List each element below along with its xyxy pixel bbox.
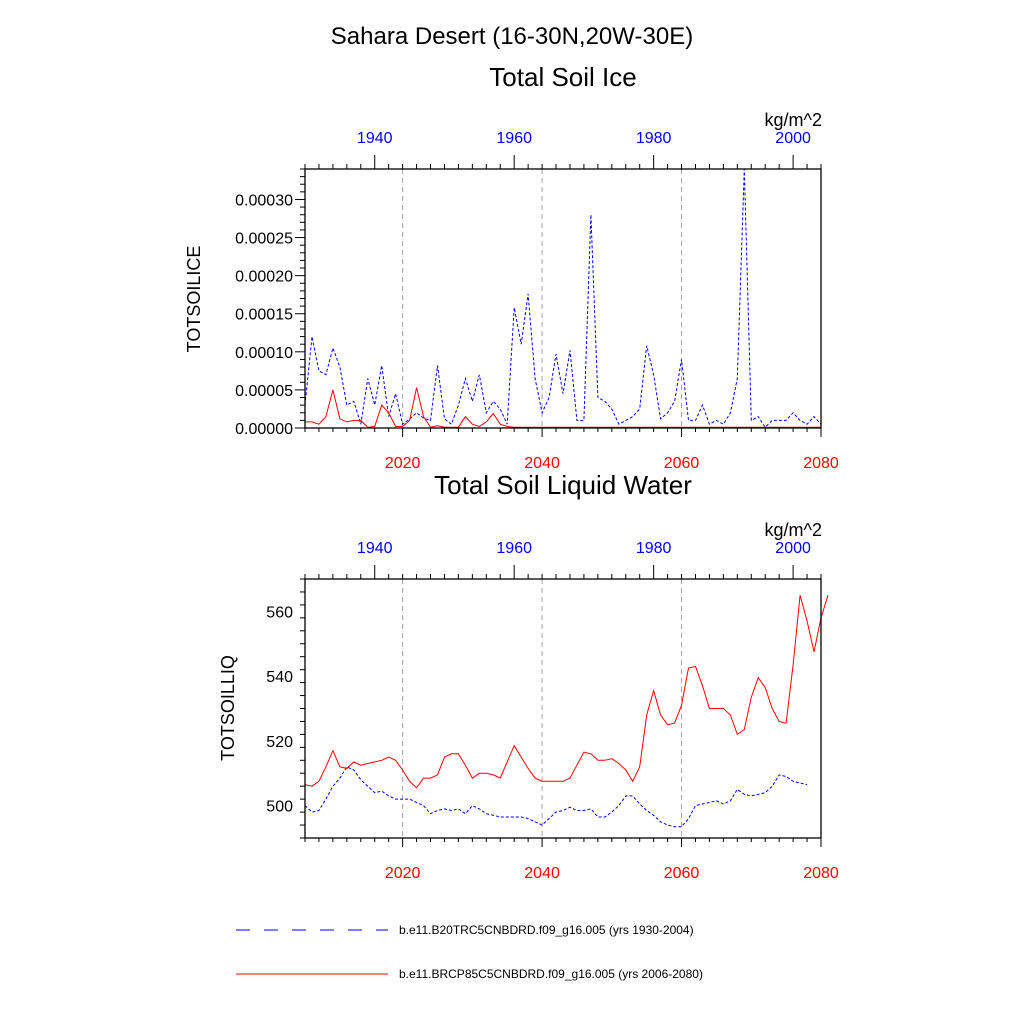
soil-ice-y-tick-label: 0.00030: [235, 192, 293, 209]
soil-ice-y-tick-label: 0.00015: [235, 307, 293, 324]
soil-liquid-top-tick-label: 1980: [636, 540, 672, 557]
soil-ice-panel: Total Soil Ice kg/m^2 TOTSOILICE 2020 204…: [184, 62, 839, 472]
soil-liquid-series-historical: [304, 766, 808, 828]
soil-liquid-bottom-tick-label: 2040: [524, 865, 560, 882]
soil-liquid-bottom-tick-label: 2080: [803, 865, 839, 882]
soil-ice-top-tick-label: 2000: [775, 130, 811, 147]
soil-ice-plot-frame: [304, 168, 822, 429]
soil-ice-bottom-tick-label: 2060: [664, 455, 700, 472]
soil-liquid-y-tick-label: 540: [266, 669, 293, 686]
legend-label-historical: b.e11.B20TRC5CNBDRD.f09_g16.005 (yrs 193…: [399, 923, 694, 937]
soil-ice-ylabel: TOTSOILICE: [184, 246, 204, 353]
soil-ice-y-tick-label: 0.00020: [235, 269, 293, 286]
legend-label-future: b.e11.BRCP85C5CNBDRD.f09_g16.005 (yrs 20…: [399, 967, 703, 981]
soil-ice-y-tick-label: 0.00000: [235, 421, 293, 438]
soil-liquid-top-tick-label: 1960: [496, 540, 532, 557]
soil-ice-bottom-tick-label: 2040: [524, 455, 560, 472]
soil-ice-series-future: [305, 387, 821, 428]
soil-ice-y-tick-label: 0.00005: [235, 383, 293, 400]
soil-liquid-y-tick-label: 520: [266, 734, 293, 751]
soil-ice-top-tick-label: 1960: [496, 130, 532, 147]
soil-ice-top-tick-label: 1980: [636, 130, 672, 147]
soil-liquid-y-tick-label: 560: [266, 604, 293, 621]
soil-liquid-y-tick-label: 500: [266, 799, 293, 816]
soil-liquid-top-tick-label: 2000: [775, 540, 811, 557]
soil-ice-y-tick-label: 0.00010: [235, 345, 293, 362]
soil-liquid-bottom-tick-label: 2020: [385, 865, 421, 882]
soil-ice-top-tick-label: 1940: [357, 130, 393, 147]
soil-liquid-units: kg/m^2: [765, 520, 822, 540]
soil-liquid-title: Total Soil Liquid Water: [434, 470, 692, 500]
soil-ice-series-historical: [304, 168, 822, 428]
soil-liquid-series-future: [304, 595, 829, 789]
soil-liquid-top-tick-label: 1940: [357, 540, 393, 557]
soil-ice-y-tick-label: 0.00025: [235, 231, 293, 248]
soil-ice-bottom-tick-label: 2080: [803, 455, 839, 472]
soil-ice-bottom-tick-label: 2020: [385, 455, 421, 472]
soil-ice-units: kg/m^2: [765, 110, 822, 130]
soil-liquid-ylabel: TOTSOILLIQ: [218, 655, 238, 761]
soil-liquid-bottom-tick-label: 2060: [664, 865, 700, 882]
soil-ice-title: Total Soil Ice: [489, 62, 636, 92]
soil-liquid-plot-frame: [304, 578, 822, 839]
figure-title: Sahara Desert (16-30N,20W-30E): [331, 23, 693, 50]
soil-liquid-panel: Total Soil Liquid Water kg/m^2 TOTSOILLI…: [218, 470, 839, 882]
legend: b.e11.B20TRC5CNBDRD.f09_g16.005 (yrs 193…: [236, 923, 703, 981]
